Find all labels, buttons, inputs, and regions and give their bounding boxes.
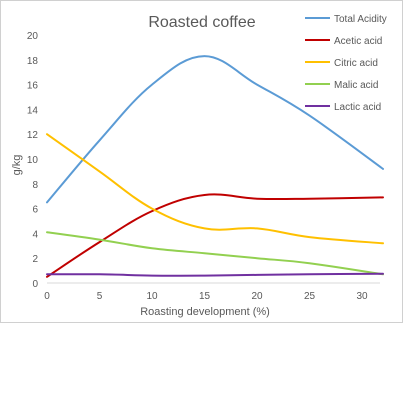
x-tick-label: 30: [356, 291, 368, 302]
chart-title: Roasted coffee: [148, 14, 255, 31]
y-tick-label: 2: [32, 254, 38, 265]
x-tick-label: 20: [251, 291, 263, 302]
y-tick-label: 8: [32, 180, 38, 191]
legend: Total Acidity Acetic acid Citric acid Malic…: [305, 14, 387, 113]
x-tick-label: 25: [304, 291, 316, 302]
y-tick-label: 16: [27, 81, 39, 92]
x-tick-label: 10: [146, 291, 158, 302]
legend-label: Citric acid: [334, 58, 378, 69]
chart-frame: [0, 0, 403, 323]
x-tick-label: 15: [199, 291, 211, 302]
legend-label: Lactic acid: [334, 102, 381, 113]
y-axis-label: g/kg: [11, 155, 23, 176]
legend-label: Malic acid: [334, 80, 378, 91]
series-line-citric-acid: [46, 133, 384, 245]
series-line-total-acidity: [46, 55, 384, 204]
y-tick-label: 20: [27, 31, 39, 42]
legend-label: Total Acidity: [334, 14, 387, 25]
y-tick-label: 0: [32, 279, 38, 290]
y-tick-label: 12: [27, 130, 39, 141]
y-tick-label: 10: [27, 155, 39, 166]
x-axis-label: Roasting development (%): [140, 306, 270, 318]
x-tick-label: 5: [97, 291, 103, 302]
y-tick-label: 18: [27, 56, 39, 67]
x-tick-label: 0: [44, 291, 50, 302]
y-axis-ticks: 0 2 4 6 8 10 12 14 16 18 20: [27, 31, 39, 290]
series-line-acetic-acid: [46, 193, 384, 278]
y-tick-label: 6: [32, 205, 38, 216]
series-line-lactic-acid: [46, 272, 384, 277]
series-line-malic-acid: [46, 231, 384, 276]
series-lines: [46, 55, 384, 278]
y-tick-label: 4: [32, 229, 38, 240]
x-axis-ticks: 0 5 10 15 20 25 30: [44, 291, 368, 302]
legend-label: Acetic acid: [334, 36, 382, 47]
y-tick-label: 14: [27, 105, 39, 116]
